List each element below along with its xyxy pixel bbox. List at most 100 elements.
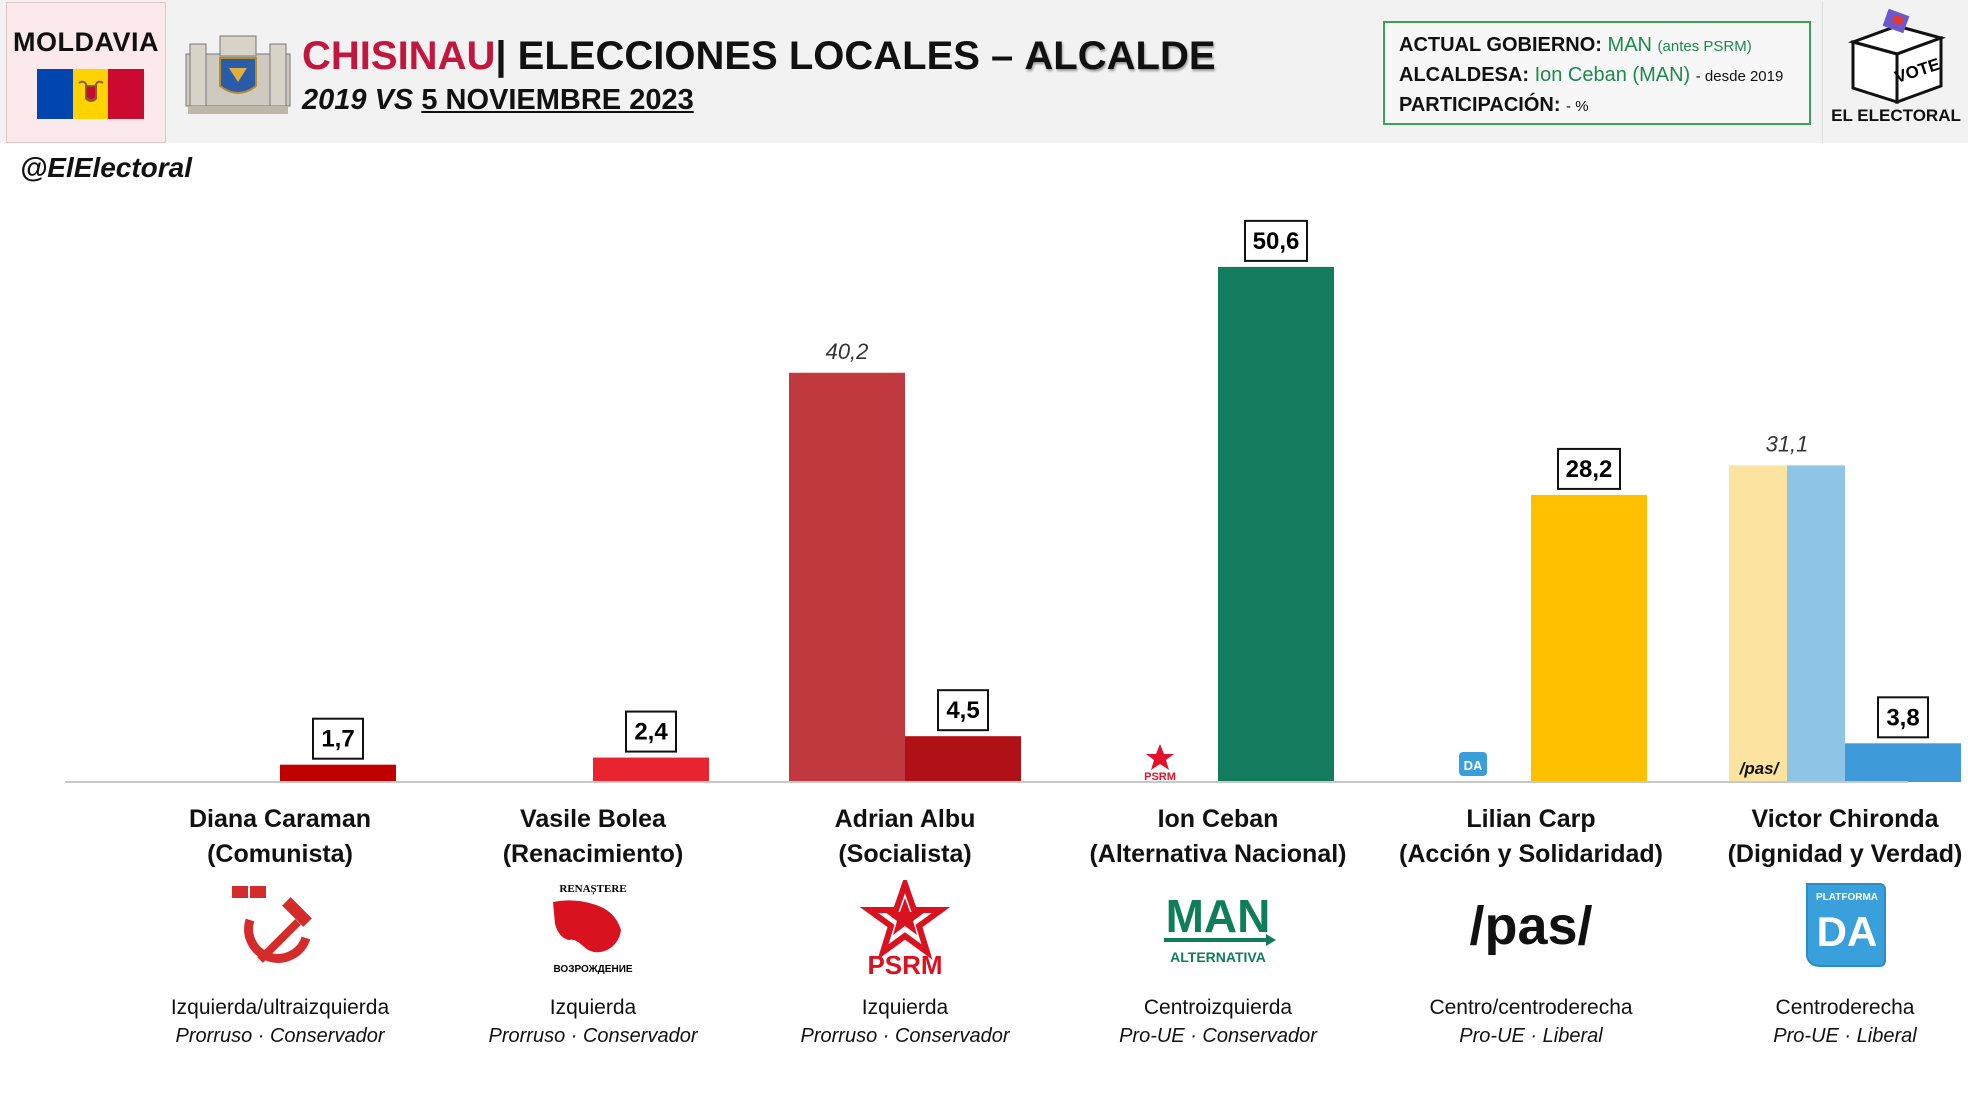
orientation-text: Prorruso · Conservador xyxy=(175,1025,385,1047)
candidate-2-heading: Vasile Bolea (Renacimiento) xyxy=(433,802,753,872)
candidate-1-ideology: Izquierda/ultraizquierda Prorruso · Conse… xyxy=(110,994,450,1050)
svg-text:MAN: MAN xyxy=(1166,890,1271,942)
label-2023-6-group: 3,8 xyxy=(1877,696,1929,739)
candidate-3-heading: Adrian Albu (Socialista) xyxy=(745,802,1065,872)
label-2023-4-box xyxy=(1244,219,1308,262)
candidate-4-heading: Ion Ceban (Alternativa Nacional) xyxy=(1058,802,1378,872)
label-2023-1: 1,7 xyxy=(321,726,354,753)
candidate-name: Adrian Albu xyxy=(834,805,976,833)
ideology-text: Centro/centroderecha xyxy=(1429,996,1633,1019)
label-2023-2: 2,4 xyxy=(634,719,668,746)
ballot-box-icon: VOTE xyxy=(1848,8,1946,105)
label-2019-6: 31,1 xyxy=(1766,431,1809,456)
candidate-1-heading: Diana Caraman (Comunista) xyxy=(120,802,440,872)
candidate-name: Diana Caraman xyxy=(188,805,372,833)
label-2019-3: 40,2 xyxy=(826,339,869,364)
logo-text: EL ELECTORAL xyxy=(1831,106,1961,125)
bar-2023-1 xyxy=(280,764,396,782)
title-main: ELECCIONES LOCALES – xyxy=(506,34,1014,78)
candidate-party: (Renacimiento) xyxy=(502,840,684,868)
renastere-logo-icon: RENAȘTERE ВОЗРОЖДЕНИЕ xyxy=(553,883,633,975)
label-2023-1-box xyxy=(312,717,364,760)
man-logo-icon: MAN ALTERNATIVA xyxy=(1164,890,1276,965)
country-name: MOLDAVIA xyxy=(13,27,159,57)
title-city: CHISINAU xyxy=(302,34,496,78)
info-mayor-row: ALCALDESA: Ion Ceban (MAN) - desde 2019 xyxy=(1399,61,1795,91)
chart-subtitle: 2019 VS 5 NOVIEMBRE 2023 xyxy=(302,84,694,117)
mayor-label: ALCALDESA: xyxy=(1399,64,1529,86)
ideology-text: Centroizquierda xyxy=(1143,996,1293,1019)
label-2023-4: 50,6 xyxy=(1253,228,1300,255)
candidate-name: Victor Chironda xyxy=(1751,805,1939,833)
candidate-4-ideology: Centroizquierda Pro-UE · Conservador xyxy=(1048,994,1388,1050)
candidate-name: Lilian Carp xyxy=(1466,805,1596,833)
candidate-name: Vasile Bolea xyxy=(520,805,666,833)
turnout-value: - % xyxy=(1566,98,1589,115)
info-turnout-row: PARTICIPACIÓN: - % xyxy=(1399,91,1795,121)
country-box: MOLDAVIA xyxy=(6,2,166,143)
flag-stripe-red xyxy=(108,69,145,119)
flag-stripe-blue xyxy=(37,69,73,119)
marker-da-text: DA xyxy=(1464,758,1483,773)
orientation-text: Prorruso · Conservador xyxy=(488,1025,698,1047)
bar-2023-5 xyxy=(1531,494,1647,782)
svg-text:PLATFORMA: PLATFORMA xyxy=(1816,892,1878,903)
info-government-row: ACTUAL GOBIERNO: MAN (antes PSRM) xyxy=(1399,31,1795,61)
candidate-party: (Socialista) xyxy=(838,840,972,868)
candidate-5-heading: Lilian Carp (Acción y Solidaridad) xyxy=(1371,802,1691,872)
orientation-text: Pro-UE · Liberal xyxy=(1773,1025,1917,1047)
ideology-text: Izquierda/ultraizquierda xyxy=(170,996,390,1019)
flag-emblem-icon xyxy=(78,80,104,102)
moldova-flag-icon xyxy=(37,69,145,119)
label-2023-3-group: 4,5 xyxy=(937,689,989,732)
bars-group: 1,7 2,4 40,2 4,5 50,6 PSRM 28,2 DA 31,1 3,8/pas/ xyxy=(280,219,1961,783)
candidate-3-ideology: Izquierda Prorruso · Conservador xyxy=(735,994,1075,1050)
flag-stripe-yellow xyxy=(72,69,109,119)
turnout-label: PARTICIPACIÓN: xyxy=(1399,94,1561,116)
pas-logo-icon: /pas/ xyxy=(1469,896,1592,956)
government-label: ACTUAL GOBIERNO: xyxy=(1399,34,1602,56)
label-2023-6: 3,8 xyxy=(1886,704,1919,731)
orientation-text: Pro-UE · Liberal xyxy=(1459,1025,1603,1047)
candidate-2-ideology: Izquierda Prorruso · Conservador xyxy=(423,994,763,1050)
svg-text:DA: DA xyxy=(1817,908,1878,955)
ideology-text: Izquierda xyxy=(549,996,637,1019)
candidate-name: Ion Ceban xyxy=(1157,805,1279,833)
title-separator: | xyxy=(495,34,507,78)
el-electoral-logo: VOTE EL ELECTORAL xyxy=(1822,2,1968,143)
candidate-party: (Acción y Solidaridad) xyxy=(1399,840,1663,868)
title-office: ALCALDE xyxy=(1024,34,1216,78)
svg-text:RENAȘTERE: RENAȘTERE xyxy=(559,883,626,895)
government-note: (antes PSRM) xyxy=(1657,38,1752,55)
subtitle-years: 2019 VS xyxy=(302,84,414,116)
bar-2023-6 xyxy=(1845,743,1961,782)
psrm-star-icon: PSRM xyxy=(859,880,951,976)
label-2023-3-box xyxy=(937,689,989,732)
candidate-6-heading: Victor Chironda (Dignidad y Verdad) xyxy=(1685,802,1968,872)
subtitle-date: 5 NOVIEMBRE 2023 xyxy=(421,84,694,116)
marker-pas-text: /pas/ xyxy=(1739,759,1781,778)
header-banner: MOLDAVIA CHISINAU| ELECCIONES LOCALES – … xyxy=(0,0,1968,143)
marker-psrm-star-icon xyxy=(1146,744,1174,770)
svg-text:ALTERNATIVA: ALTERNATIVA xyxy=(1170,949,1266,965)
label-2023-2-box xyxy=(625,710,677,753)
mayor-note: - desde 2019 xyxy=(1695,68,1784,85)
label-2023-2-group: 2,4 xyxy=(625,710,677,753)
svg-text:ВОЗРОЖДЕНИЕ: ВОЗРОЖДЕНИЕ xyxy=(553,964,632,975)
chart-title: CHISINAU| ELECCIONES LOCALES – ALCALDE xyxy=(302,34,1216,79)
label-2023-4-group: 50,6 xyxy=(1244,219,1308,262)
bar-2023-3 xyxy=(905,736,1021,782)
label-2023-5-box xyxy=(1557,447,1621,490)
label-2023-6-box xyxy=(1877,696,1929,739)
label-2023-5: 28,2 xyxy=(1566,456,1613,483)
candidate-party: (Alternativa Nacional) xyxy=(1089,840,1347,868)
candidate-5-ideology: Centro/centroderecha Pro-UE · Liberal xyxy=(1361,994,1701,1050)
candidate-6-ideology: Centroderecha Pro-UE · Liberal xyxy=(1675,994,1968,1050)
marker-da-icon xyxy=(1459,752,1487,776)
ideology-text: Izquierda xyxy=(861,996,949,1019)
marker-psrm-text: PSRM xyxy=(1144,771,1176,783)
platforma-da-icon: PLATFORMA DA xyxy=(1806,883,1886,967)
orientation-text: Prorruso · Conservador xyxy=(800,1025,1010,1047)
candidate-party: (Comunista) xyxy=(207,840,353,868)
label-2023-3: 4,5 xyxy=(946,697,979,724)
